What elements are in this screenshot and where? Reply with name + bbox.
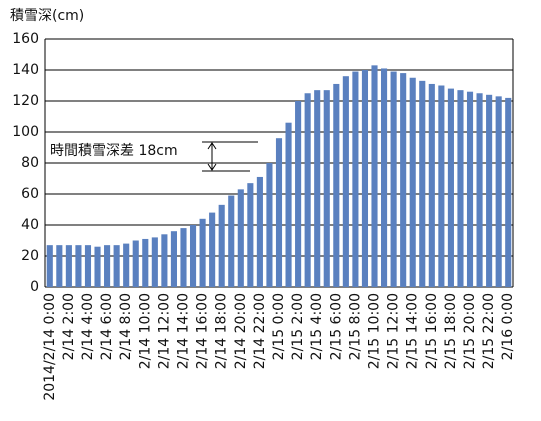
bar [295, 101, 302, 287]
bar [304, 93, 311, 287]
y-tick-label: 20 [21, 248, 39, 264]
bar [505, 97, 512, 288]
chart-title: 積雪深(cm) [10, 8, 84, 24]
bar [476, 93, 483, 287]
bar [409, 77, 416, 287]
y-tick-label: 140 [12, 62, 39, 78]
bar [161, 234, 168, 287]
bar [361, 70, 369, 287]
bar [266, 163, 273, 287]
bar [46, 245, 53, 287]
bar [275, 138, 283, 287]
x-tick-label: 2/15 18:00 [443, 293, 459, 369]
bar [84, 245, 92, 287]
bar [218, 204, 225, 287]
x-tick-label: 2/14 2:00 [61, 293, 77, 360]
arrow-head [207, 163, 217, 171]
x-tick-label: 2/14 10:00 [137, 293, 153, 369]
bar [285, 122, 292, 287]
bar [400, 73, 407, 287]
x-tick-label: 2/15 22:00 [481, 293, 497, 369]
y-tick-label: 80 [21, 155, 39, 171]
bar [371, 65, 378, 287]
bar [457, 90, 464, 288]
bar [199, 218, 206, 287]
x-tick-label: 2/15 14:00 [405, 293, 421, 369]
bar [333, 83, 340, 287]
annotation-bg [48, 140, 218, 162]
bar [142, 238, 149, 287]
y-tick-label: 60 [21, 186, 39, 202]
bar [438, 85, 445, 287]
y-tick-label: 160 [12, 31, 39, 47]
bar [228, 195, 235, 287]
bar [180, 228, 187, 287]
x-tick-label: 2/14 22:00 [252, 293, 268, 369]
bar [65, 245, 72, 287]
x-tick-label: 2/15 20:00 [462, 293, 478, 369]
bar [323, 90, 330, 288]
x-tick-label: 2/14 16:00 [195, 293, 211, 369]
bar [390, 71, 397, 287]
bar [104, 245, 111, 287]
x-tick-label: 2/15 12:00 [386, 293, 402, 369]
bar [189, 225, 197, 287]
bar [466, 91, 474, 287]
y-tick-label: 100 [12, 124, 39, 140]
x-tick-label: 2/15 0:00 [271, 293, 287, 360]
bar [428, 83, 435, 287]
bar [151, 237, 158, 287]
annotation: 時間積雪深差 18cm [50, 143, 178, 159]
x-tick-label: 2/16 0:00 [500, 293, 516, 360]
y-tick-label: 120 [12, 93, 39, 109]
bar [75, 245, 82, 287]
bar [495, 96, 502, 287]
x-tick-label: 2014/2/14 0:00 [42, 293, 58, 401]
x-tick-label: 2/15 8:00 [347, 293, 363, 360]
bar [56, 245, 63, 287]
x-tick-label: 2/15 10:00 [367, 293, 383, 369]
bar [209, 212, 216, 287]
x-tick-label: 2/15 6:00 [328, 293, 344, 360]
x-tick-label: 2/14 12:00 [156, 293, 172, 369]
bar [247, 183, 254, 287]
bar [123, 243, 130, 287]
y-tick-label: 40 [21, 217, 39, 233]
bar [381, 68, 388, 287]
bar [447, 88, 454, 287]
bar [352, 71, 359, 287]
x-tick-label: 2/14 20:00 [233, 293, 249, 369]
bar [94, 246, 101, 287]
x-tick-label: 2/15 2:00 [290, 293, 306, 360]
bar [314, 90, 321, 288]
x-tick-label: 2/14 14:00 [175, 293, 191, 369]
bar [419, 80, 426, 287]
bar [113, 245, 120, 287]
bar [170, 231, 177, 287]
bar [486, 94, 493, 287]
x-tick-label: 2/14 6:00 [99, 293, 115, 360]
x-tick-label: 2/14 4:00 [80, 293, 96, 360]
x-tick-label: 2/15 16:00 [424, 293, 440, 369]
y-tick-label: 0 [30, 279, 39, 295]
bar [237, 189, 244, 287]
x-tick-label: 2/14 18:00 [214, 293, 230, 369]
arrow-head [207, 142, 217, 150]
bar [342, 76, 349, 287]
x-tick-label: 2/14 8:00 [118, 293, 134, 360]
bar [132, 240, 139, 287]
x-tick-label: 2/15 4:00 [309, 293, 325, 360]
bar [256, 176, 263, 287]
